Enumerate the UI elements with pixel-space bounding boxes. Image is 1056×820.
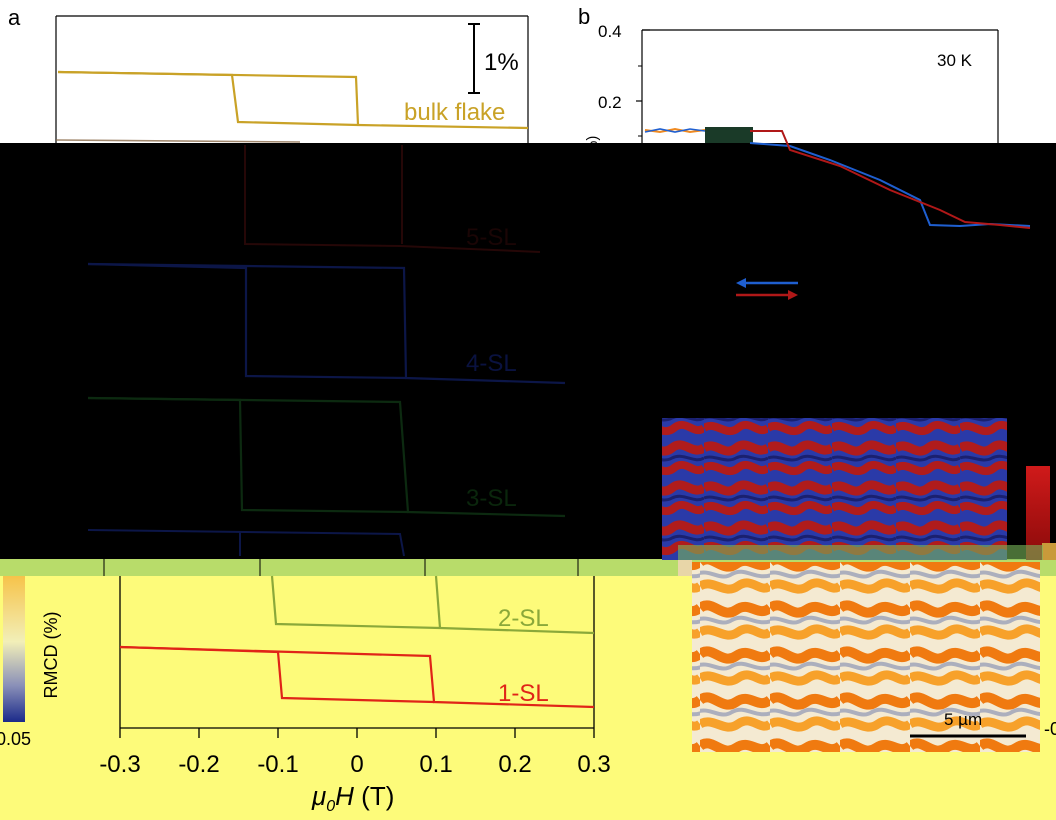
series-label-bulk-flake: bulk flake bbox=[404, 99, 505, 126]
panel-b-frame bbox=[636, 29, 999, 143]
x-tick-label: -0.3 bbox=[99, 751, 140, 778]
x-tick-label: 0.2 bbox=[498, 751, 531, 778]
x-axis-label: μ0H (T) bbox=[311, 781, 394, 815]
x-tick-label: 0 bbox=[350, 751, 363, 778]
x-tick-label: -0.2 bbox=[178, 751, 219, 778]
x-tick-label: -0.1 bbox=[257, 751, 298, 778]
x-axis-label-mu: μ bbox=[311, 781, 326, 811]
domain-image-top-sliver bbox=[678, 545, 1043, 560]
panel-b-ytick-0.2: 0.2 bbox=[598, 93, 622, 112]
series-label-2sl: 2-SL bbox=[498, 605, 549, 632]
series-2sl-dark-segment bbox=[87, 529, 405, 557]
domain-image-warm bbox=[692, 562, 1040, 752]
panel-b-traces bbox=[644, 127, 1031, 229]
domain-image-rb bbox=[662, 418, 1007, 560]
series-label-4sl: 4-SL bbox=[466, 350, 517, 377]
series-3sl-loop bbox=[87, 396, 566, 518]
rmcd-colorbar bbox=[3, 576, 25, 722]
panel-b-ylabel: %) bbox=[584, 136, 601, 154]
x-axis-label-sub: 0 bbox=[326, 798, 335, 815]
series-label-3sl: 3-SL bbox=[466, 485, 517, 512]
series-label-1sl: 1-SL bbox=[498, 680, 549, 707]
percent-scale-bar: 1% bbox=[468, 23, 519, 94]
series-1sl-loop bbox=[119, 645, 595, 709]
x-axis: -0.3 -0.2 -0.1 0 0.1 0.2 0.3 bbox=[99, 728, 611, 778]
scale-bar-label: 1% bbox=[484, 49, 519, 76]
domain-image-corner bbox=[678, 560, 692, 576]
x-axis-label-unit: (T) bbox=[354, 781, 394, 811]
rmcd-colorbar-label: RMCD (%) bbox=[41, 612, 61, 699]
panel-b-temperature: 30 K bbox=[937, 51, 973, 70]
panel-b-ytick-0.4: 0.4 bbox=[598, 22, 622, 41]
series-bulk-flake-loop bbox=[55, 70, 529, 143]
rmcd-colorbar-min: -0.05 bbox=[0, 729, 31, 749]
green-strip-ticks bbox=[103, 543, 1056, 576]
series-label-5sl: 5-SL bbox=[466, 224, 517, 251]
series-5sl-loop bbox=[244, 145, 541, 253]
panel-a-top-frame bbox=[55, 15, 529, 143]
x-tick-label: 0.1 bbox=[419, 751, 452, 778]
panel-label-b: b bbox=[578, 4, 590, 29]
sweep-direction-arrows bbox=[736, 278, 798, 300]
image-scale-bar-label: 5 µm bbox=[944, 710, 982, 729]
series-2sl-loop bbox=[270, 575, 595, 635]
series-4sl-loop bbox=[87, 262, 566, 385]
panel-label-a: a bbox=[8, 5, 21, 30]
x-axis-label-var: H bbox=[335, 781, 354, 811]
x-tick-label: 0.3 bbox=[577, 751, 610, 778]
right-edge-label: -0 bbox=[1044, 719, 1056, 739]
